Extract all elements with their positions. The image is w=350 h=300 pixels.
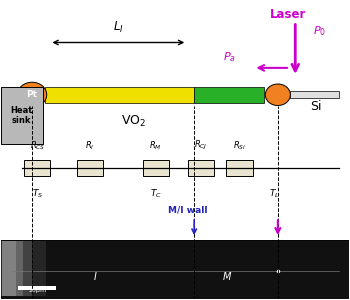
Circle shape [265, 84, 290, 106]
Bar [1, 87, 43, 144]
FancyBboxPatch shape [226, 160, 253, 176]
Text: 20$\mu$m: 20$\mu$m [28, 286, 47, 295]
FancyBboxPatch shape [188, 160, 214, 176]
Text: $R_{I}$: $R_{I}$ [85, 140, 94, 152]
Circle shape [18, 82, 47, 107]
Text: I: I [93, 272, 96, 282]
Text: Laser: Laser [270, 8, 307, 21]
Text: $T_C$: $T_C$ [150, 187, 162, 200]
Text: Si: Si [310, 100, 322, 113]
FancyBboxPatch shape [77, 160, 103, 176]
Text: $R_{CJ}$: $R_{CJ}$ [194, 139, 208, 152]
Text: $P_0$: $P_0$ [313, 25, 326, 38]
FancyBboxPatch shape [24, 160, 50, 176]
Text: $T_L$: $T_L$ [269, 187, 280, 200]
Bar [1, 240, 349, 299]
Text: Heat
sink: Heat sink [10, 106, 33, 125]
Text: VO$_2$: VO$_2$ [121, 114, 146, 129]
Bar [45, 87, 194, 103]
FancyBboxPatch shape [143, 160, 169, 176]
Text: $T_S$: $T_S$ [32, 187, 43, 200]
Bar [18, 286, 56, 290]
Text: M: M [223, 272, 231, 282]
Text: $L_I$: $L_I$ [113, 20, 124, 35]
Text: $R_{CS}$: $R_{CS}$ [29, 140, 45, 152]
Bar [1, 240, 349, 299]
Bar [290, 92, 339, 98]
Bar [1, 241, 46, 296]
Text: $R_{Si}$: $R_{Si}$ [233, 140, 246, 152]
Bar [1, 241, 16, 296]
Bar [1, 241, 32, 296]
Text: M/I wall: M/I wall [168, 205, 208, 214]
Bar [194, 87, 264, 103]
Text: $P_a$: $P_a$ [223, 50, 236, 64]
Bar [1, 241, 23, 296]
Text: $R_{M}$: $R_{M}$ [149, 140, 162, 152]
Text: Pt: Pt [27, 90, 37, 99]
